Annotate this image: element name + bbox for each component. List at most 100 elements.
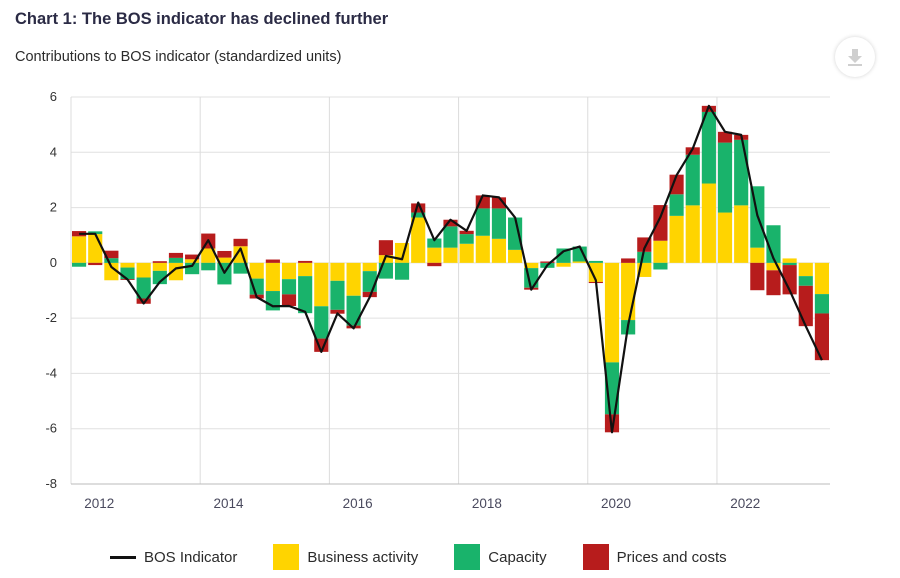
bar-capacity — [104, 258, 119, 263]
bar-prices — [298, 260, 313, 263]
bar-business — [427, 247, 442, 263]
bar-business — [685, 205, 700, 263]
legend-label: BOS Indicator — [144, 548, 238, 566]
y-tick-label: -6 — [45, 421, 57, 436]
x-tick-label: 2022 — [730, 496, 760, 511]
download-button[interactable] — [835, 37, 875, 77]
bar-business — [798, 262, 813, 277]
legend-item-business[interactable]: Business activity — [273, 544, 418, 570]
bar-prices — [653, 205, 668, 241]
bar-business — [314, 262, 329, 307]
x-tick-label: 2018 — [472, 496, 502, 511]
bar-prices — [814, 313, 829, 361]
bar-business — [136, 262, 151, 278]
bar-business — [362, 262, 377, 272]
bar-prices — [217, 250, 232, 258]
bar-business — [330, 262, 345, 281]
bar-business — [604, 262, 620, 363]
x-tick-label: 2020 — [601, 496, 631, 511]
bar-capacity — [185, 262, 200, 275]
bar-prices — [378, 240, 393, 256]
bar-capacity — [168, 257, 184, 263]
bar-capacity — [72, 262, 87, 267]
bar-prices — [685, 147, 700, 155]
bar-business — [572, 261, 587, 263]
bar-prices — [185, 254, 200, 260]
bar-business — [185, 259, 200, 263]
bar-business — [411, 217, 426, 263]
bar-business — [88, 234, 103, 263]
bar-capacity — [572, 246, 587, 262]
y-tick-label: -2 — [45, 310, 57, 325]
bar-capacity — [427, 238, 442, 248]
bar-capacity — [249, 278, 264, 295]
chart-subtitle: Contributions to BOS indicator (standard… — [15, 49, 342, 65]
bar-business — [281, 262, 297, 280]
bar-capacity — [443, 226, 458, 248]
y-tick-label: -4 — [45, 365, 57, 380]
bar-capacity — [152, 270, 167, 285]
bar-capacity — [314, 306, 329, 339]
bar-capacity — [491, 208, 507, 239]
x-tick-label: 2012 — [84, 496, 114, 511]
legend-label: Capacity — [488, 548, 547, 566]
bar-business — [346, 262, 361, 296]
bar-prices — [750, 262, 765, 291]
bar-prices — [766, 270, 781, 296]
y-tick-label: 0 — [50, 255, 57, 270]
bar-business — [120, 262, 135, 268]
bar-capacity — [766, 225, 781, 263]
bar-business — [524, 262, 539, 269]
bar-business — [378, 255, 393, 263]
y-tick-label: -8 — [45, 476, 57, 491]
bar-business — [669, 215, 684, 263]
bar-business — [508, 249, 523, 263]
bar-prices — [782, 265, 797, 295]
bar-capacity — [588, 260, 603, 263]
y-tick-label: 6 — [50, 89, 57, 104]
legend-swatch — [582, 544, 609, 570]
bar-prices — [491, 197, 507, 209]
bar-capacity — [136, 277, 151, 299]
bar-capacity — [411, 212, 426, 218]
bar-business — [766, 262, 781, 271]
bar-capacity — [653, 262, 668, 270]
legend-line-swatch — [110, 555, 136, 559]
bar-capacity — [508, 217, 523, 250]
bar-prices — [152, 261, 167, 263]
bar-capacity — [814, 294, 829, 314]
bar-prices — [717, 131, 733, 143]
bar-business — [298, 262, 313, 277]
chart-title: Chart 1: The BOS indicator has declined … — [15, 10, 389, 28]
bar-prices — [330, 309, 345, 314]
bar-prices — [411, 203, 426, 213]
bar-business — [249, 262, 264, 279]
bar-business — [750, 247, 765, 263]
bar-capacity — [556, 248, 571, 263]
bar-business — [152, 262, 167, 271]
bar-capacity — [233, 262, 248, 274]
download-icon — [848, 49, 862, 66]
bos-indicator-line — [79, 104, 823, 434]
bar-capacity — [265, 291, 280, 311]
bar-capacity — [637, 251, 652, 263]
bar-capacity — [798, 276, 813, 286]
x-tick-label: 2014 — [213, 496, 244, 511]
legend-swatch — [273, 544, 300, 570]
legend-item-capacity[interactable]: Capacity — [454, 544, 547, 570]
bar-capacity — [281, 279, 297, 295]
bar-capacity — [782, 262, 797, 266]
bar-capacity — [201, 262, 216, 271]
bar-business — [621, 262, 636, 321]
bar-business — [556, 262, 571, 267]
bar-business — [701, 183, 716, 263]
bar-capacity — [459, 234, 474, 244]
legend-item-prices[interactable]: Prices and costs — [582, 544, 727, 570]
bar-business — [72, 236, 87, 263]
legend-item-bos[interactable]: BOS Indicator — [110, 549, 237, 566]
bar-prices — [265, 259, 280, 263]
bar-capacity — [298, 276, 313, 314]
bar-capacity — [475, 208, 490, 236]
bar-business — [265, 262, 280, 292]
